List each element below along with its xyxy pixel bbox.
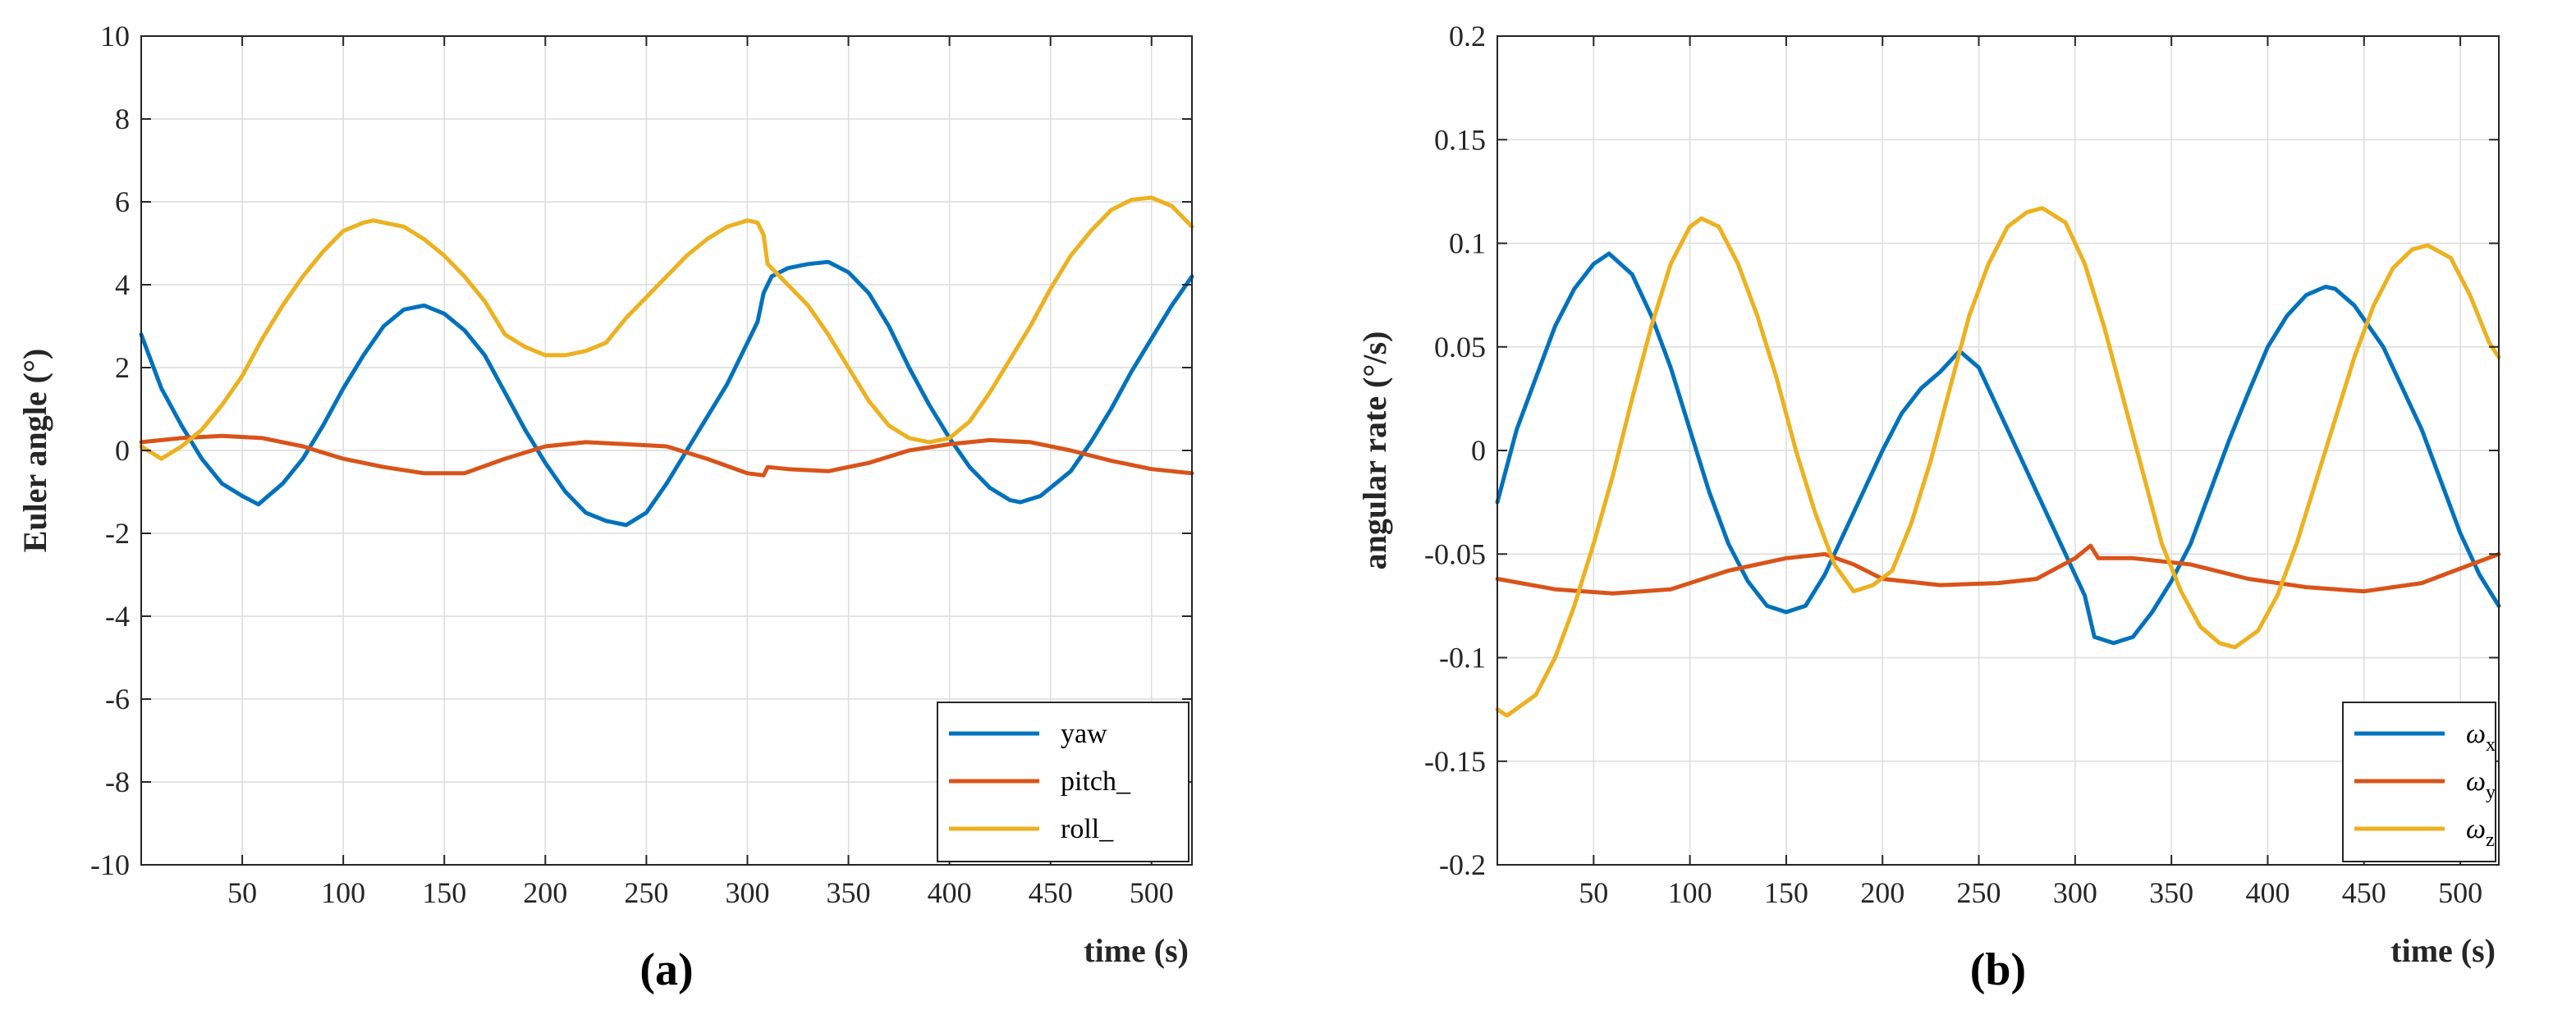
y-axis-label: Euler angle (°) (16, 349, 53, 553)
x-tick-label: 500 (2438, 876, 2482, 909)
y-tick-label: 4 (115, 268, 130, 301)
legend: yaw pitch_ roll_ (937, 702, 1189, 862)
legend-entry: roll_ (1061, 814, 1114, 844)
legend-entry: yaw (1061, 719, 1107, 749)
y-tick-label: 2 (115, 351, 130, 384)
x-tick-label: 350 (2149, 876, 2193, 909)
x-tick-label: 400 (2245, 876, 2290, 909)
y-tick-label: 0.2 (1449, 20, 1486, 53)
series-line-z (1495, 206, 2501, 718)
y-tick-label: 8 (115, 103, 130, 135)
x-tick-label: 50 (1579, 876, 1608, 909)
chart-panel-a: 50 100 150 200 250 300 350 400 450 500-10-8-6-4-2… (16, 20, 1194, 995)
legend-entry: ωx (2466, 719, 2496, 756)
y-tick-label: 0.1 (1449, 227, 1486, 260)
x-tick-label: 300 (725, 876, 769, 909)
x-tick-label: 150 (1764, 876, 1808, 909)
legend-entry: pitch_ (1061, 766, 1131, 797)
x-axis-label: time (s) (1084, 932, 1189, 969)
x-tick-label: 100 (1668, 876, 1712, 909)
y-tick-label: -0.2 (1439, 848, 1486, 881)
legend-entry: ωz (2466, 814, 2495, 851)
chart-panel-b: 50 100 150 200 250 300 350 400 450 500 -0.2 -0.15 -0… (1356, 20, 2501, 995)
x-tick-label: 200 (523, 876, 567, 909)
x-tick-label: 50 (227, 876, 257, 909)
y-tick-label: -10 (90, 848, 130, 881)
y-axis-label: angular rate (°/s) (1356, 331, 1393, 570)
series-line-yaw (139, 259, 1194, 528)
y-tick-label: 0 (115, 434, 130, 467)
x-tick-label: 300 (2053, 876, 2097, 909)
x-tick-label: 400 (928, 876, 972, 909)
series-line-roll_ (139, 195, 1194, 461)
y-tick-label: -0.1 (1439, 642, 1486, 674)
x-tick-label: 450 (2342, 876, 2386, 909)
x-tick-label: 350 (827, 876, 871, 909)
x-tick-label: 500 (1130, 876, 1174, 909)
y-tick-label: 6 (115, 185, 130, 218)
y-tick-label: 0.05 (1434, 331, 1486, 363)
series-line-x (1495, 251, 2501, 646)
y-tick-label: -4 (105, 600, 130, 633)
x-axis-label: time (s) (2390, 932, 2496, 969)
x-tick-label: 250 (624, 876, 668, 909)
legend: ωx ωy ωz (2342, 702, 2496, 862)
y-tick-label: -0.15 (1424, 745, 1486, 778)
y-tick-label: 0 (1471, 434, 1486, 467)
y-tick-label: -2 (105, 517, 130, 550)
panel-label: (b) (1970, 944, 2026, 995)
x-tick-label: 100 (321, 876, 365, 909)
legend-entry: ωy (2466, 766, 2496, 803)
x-tick-label: 200 (1860, 876, 1904, 909)
x-tick-label: 250 (1957, 876, 2001, 909)
y-tick-label: 10 (100, 20, 130, 53)
x-tick-label: 150 (422, 876, 466, 909)
panel-label: (a) (639, 944, 693, 995)
y-tick-label: -6 (105, 683, 130, 715)
series-line-pitch_ (139, 433, 1194, 478)
y-tick-label: 0.15 (1434, 123, 1486, 156)
x-tick-label: 450 (1029, 876, 1073, 909)
y-tick-label: -0.05 (1424, 537, 1486, 570)
y-tick-label: -8 (105, 766, 130, 798)
series-line-y (1495, 543, 2501, 596)
